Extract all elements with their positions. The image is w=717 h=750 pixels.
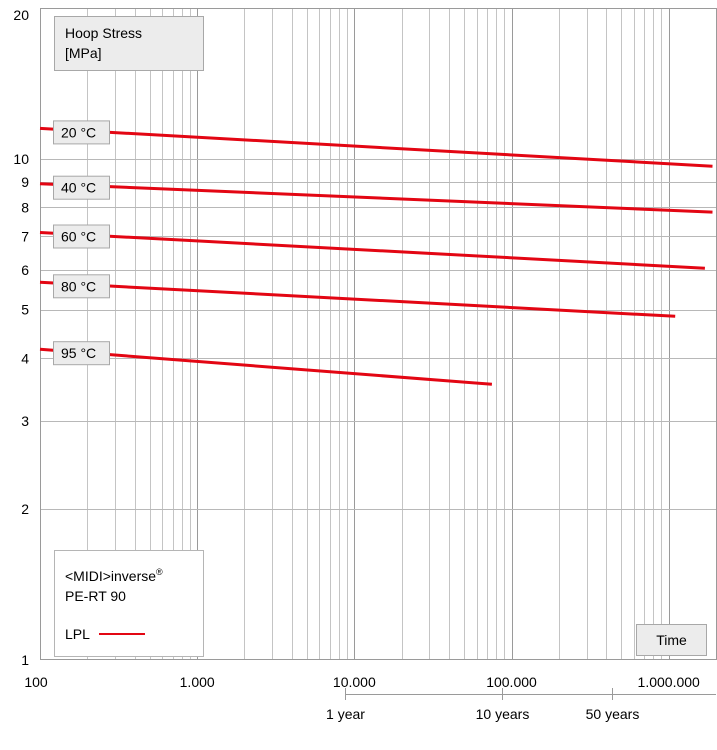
series-label: 80 °C bbox=[53, 274, 110, 299]
series-label-text: 60 °C bbox=[61, 229, 96, 245]
x-tick-label: 100 bbox=[24, 674, 48, 690]
legend-product-line1: <MIDI>inverse® bbox=[65, 567, 163, 584]
series-label: 20 °C bbox=[53, 120, 110, 145]
series-line bbox=[39, 231, 705, 270]
legend-product-line2: PE-RT 90 bbox=[65, 588, 126, 604]
x-tick-label: 1.000.000 bbox=[638, 674, 700, 690]
y-axis-title-line1: Hoop Stress bbox=[65, 25, 142, 41]
y-tick-label: 3 bbox=[21, 413, 29, 429]
time-tick-label: 50 years bbox=[586, 706, 640, 722]
series-label: 40 °C bbox=[53, 175, 110, 200]
series-lines bbox=[39, 126, 713, 386]
series-line bbox=[39, 126, 713, 168]
y-tick-label: 1 bbox=[21, 652, 29, 668]
series-labels: 20 °C 40 °C 60 °C 80 °C 95 °C bbox=[53, 120, 110, 366]
x-axis-title: Time bbox=[656, 632, 687, 648]
series-label-text: 40 °C bbox=[61, 180, 96, 196]
y-tick-label: 10 bbox=[13, 151, 29, 167]
y-tick-label: 2 bbox=[21, 501, 29, 517]
time-tick-label: 1 year bbox=[326, 706, 365, 722]
series-label-text: 80 °C bbox=[61, 278, 96, 294]
series-label-text: 20 °C bbox=[61, 124, 96, 140]
x-gridlines bbox=[87, 8, 670, 660]
y-tick-labels: 1 2 3 4 5 6 7 8 9 10 20 bbox=[13, 7, 29, 668]
time-tick-marks: 1 year 10 years 50 years bbox=[326, 688, 639, 722]
series-label: 60 °C bbox=[53, 224, 110, 249]
x-axis-title-box: Time bbox=[636, 624, 707, 656]
y-tick-label: 4 bbox=[21, 350, 29, 366]
y-tick-label: 5 bbox=[21, 302, 29, 318]
y-tick-label: 7 bbox=[21, 228, 29, 244]
time-scale: 1 year 10 years 50 years bbox=[326, 688, 716, 722]
x-tick-label: 1.000 bbox=[180, 674, 215, 690]
y-tick-label: 8 bbox=[21, 199, 29, 215]
legend: <MIDI>inverse® PE-RT 90 LPL bbox=[54, 550, 204, 657]
series-line bbox=[39, 280, 676, 318]
y-axis-title-line2: [MPa] bbox=[65, 45, 102, 61]
time-tick-label: 10 years bbox=[476, 706, 530, 722]
y-gridlines bbox=[40, 159, 716, 510]
y-tick-label: 9 bbox=[21, 174, 29, 190]
x-tick-labels: 100 1.000 10.000 100.000 1.000.000 bbox=[24, 674, 700, 690]
y-tick-label: 6 bbox=[21, 262, 29, 278]
legend-entry-label: LPL bbox=[65, 626, 90, 642]
y-tick-label: 20 bbox=[13, 7, 29, 23]
series-line bbox=[39, 347, 493, 386]
series-label: 95 °C bbox=[53, 341, 110, 366]
y-axis-title-box: Hoop Stress [MPa] bbox=[54, 16, 204, 71]
x-tick-label: 10.000 bbox=[333, 674, 376, 690]
x-tick-label: 100.000 bbox=[486, 674, 537, 690]
series-label-text: 95 °C bbox=[61, 345, 96, 361]
series-line bbox=[39, 182, 713, 214]
